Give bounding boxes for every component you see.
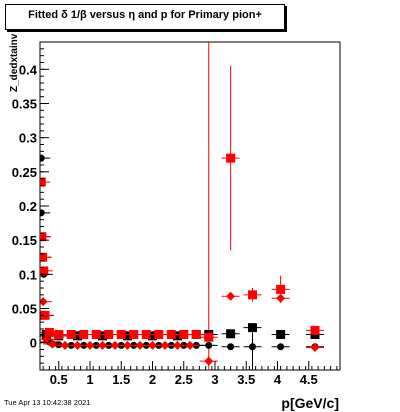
data-point-square [40, 310, 50, 320]
data-point-diamond [148, 340, 157, 350]
data-point-diamond [160, 340, 170, 350]
data-point-square [248, 290, 257, 300]
data-point-diamond [48, 339, 57, 349]
y-tick-label: 0.35 [12, 97, 37, 112]
timestamp-footer: Tue Apr 13 10:42:38 2021 [4, 398, 91, 407]
data-point-square [40, 177, 46, 187]
data-point-diamond [226, 291, 236, 301]
data-point-circle [277, 343, 285, 351]
data-point-diamond [60, 340, 70, 350]
data-point-diamond [173, 340, 182, 350]
data-point-square [141, 329, 151, 339]
x-axis-label: p[GeV/c] [281, 395, 339, 411]
data-point-square [154, 329, 164, 339]
data-point-square [166, 329, 176, 339]
data-point-square [276, 329, 286, 339]
x-tick-label: 1.5 [112, 372, 130, 387]
data-point-square [40, 232, 47, 242]
x-tick-label: 1 [86, 372, 93, 387]
data-point-square [191, 329, 201, 339]
x-tick-label: 4 [274, 372, 282, 387]
data-point-circle [55, 341, 63, 349]
data-point-diamond [276, 293, 286, 303]
y-tick-label: 0.25 [12, 165, 37, 180]
y-tick-label: 0.1 [19, 267, 37, 282]
data-point-square [123, 331, 132, 341]
x-tick-label: 3.5 [237, 372, 255, 387]
data-point-diamond [310, 342, 320, 352]
data-point-square [276, 284, 286, 294]
data-point-circle [227, 343, 235, 351]
data-point-square [79, 329, 89, 339]
data-point-diamond [98, 340, 107, 350]
data-point-square [129, 329, 139, 339]
data-point-square [54, 329, 64, 339]
chart-title: Fitted δ 1/β versus η and p for Primary … [28, 9, 262, 21]
data-point-square [116, 329, 126, 339]
data-point-diamond [41, 334, 51, 344]
data-point-diamond [73, 340, 82, 350]
data-point-square [98, 331, 107, 341]
y-tick-label: 0.05 [12, 302, 37, 317]
x-tick-label: 2.5 [175, 372, 193, 387]
data-point-diamond [123, 340, 132, 350]
y-axis-label: Z_dedxtainv [9, 33, 20, 92]
title-box: Fitted δ 1/β versus η and p for Primary … [5, 4, 285, 30]
data-point-square [40, 266, 49, 276]
data-point-square [204, 332, 214, 342]
data-point-square [44, 327, 54, 337]
data-point-square [73, 331, 82, 341]
x-tick-label: 2 [149, 372, 156, 387]
x-tick-label: 0.5 [50, 372, 68, 387]
data-point-square [40, 252, 47, 262]
plot-frame [39, 41, 341, 371]
data-point-square [104, 329, 114, 339]
y-tick-label: 0.3 [19, 131, 37, 146]
y-tick-label: 0.4 [19, 62, 38, 77]
data-point-square [148, 331, 157, 341]
data-point-square [248, 323, 257, 333]
data-point-circle [249, 343, 256, 351]
data-point-diamond [185, 340, 195, 350]
x-tick-label: 4.5 [300, 372, 318, 387]
data-point-square [310, 325, 320, 335]
data-point-square [91, 329, 101, 339]
y-tick-label: 0.15 [12, 233, 37, 248]
data-point-diamond [110, 340, 120, 350]
data-point-diamond [85, 340, 95, 350]
data-point-square [173, 331, 182, 341]
data-point-square [226, 329, 236, 339]
data-point-circle [205, 341, 213, 349]
y-tick-label: 0.2 [19, 199, 37, 214]
data-point-diamond [135, 340, 145, 350]
data-point-square [179, 329, 189, 339]
y-tick-label: 0 [30, 336, 37, 351]
data-point-diamond [204, 356, 214, 366]
data-point-square [66, 329, 76, 339]
data-point-square [226, 153, 236, 163]
x-tick-label: 3 [211, 372, 218, 387]
